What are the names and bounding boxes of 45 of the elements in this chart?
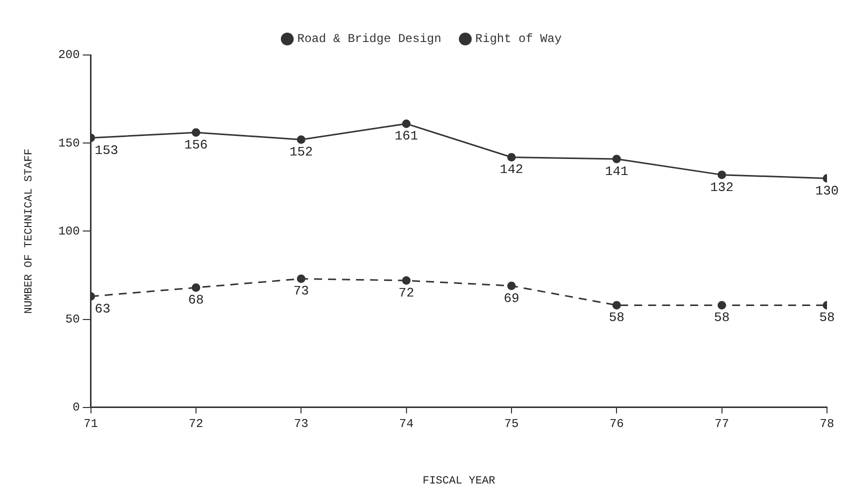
y-axis-title: NUMBER OF TECHNICAL STAFF [24,148,36,314]
point [507,282,516,290]
y-tick-label: 100 [58,224,80,238]
data-label: 156 [184,137,208,152]
data-label: 141 [604,164,629,179]
data-label: 152 [289,144,313,160]
data-label: 130 [815,183,839,198]
legend-label: Road & Bridge Design [297,32,442,46]
data-label: 58 [819,310,835,326]
point [296,135,306,144]
x-tick-label: 77 [714,416,730,431]
data-label: 73 [293,284,309,299]
y-tick-label: 0 [72,400,80,415]
x-tick-label: 74 [399,416,414,431]
x-tick-label: 73 [294,416,308,431]
point [612,154,621,164]
data-label: 153 [94,142,118,158]
point [718,300,726,310]
x-tick-label: 78 [820,416,834,431]
data-label: 58 [714,310,730,326]
point [718,170,726,180]
x-axis-title: FISCAL YEAR [422,475,496,488]
data-label: 63 [94,301,110,316]
y-tick-label: 200 [58,48,80,62]
x-tick-label: 71 [84,416,98,431]
point [192,283,200,292]
data-label: 142 [500,162,524,178]
y-tick-label: 50 [65,312,80,326]
point [402,119,411,128]
x-tick-label: 72 [188,416,204,431]
legend-label: Right of Way [475,32,562,46]
y-tick-label: 150 [58,136,80,150]
data-label: 58 [608,310,624,326]
data-label: 132 [710,180,734,195]
point [296,274,306,284]
x-tick-label: 76 [609,416,624,431]
point [192,128,200,137]
data-label: 72 [398,285,414,300]
point [402,276,411,285]
data-label: 68 [188,292,204,308]
point [507,152,516,162]
data-label: 161 [394,128,418,144]
point [612,300,621,310]
x-tick-label: 75 [504,416,519,431]
data-label: 69 [504,290,520,306]
